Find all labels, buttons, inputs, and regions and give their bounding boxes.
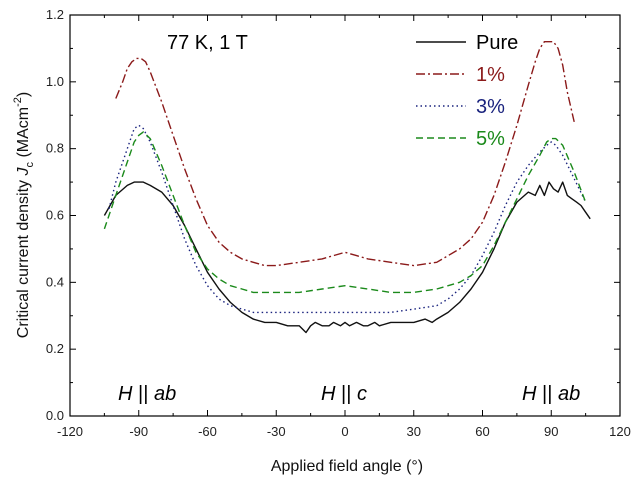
x-tick-label: 30 <box>407 424 421 439</box>
x-axis-title: Applied field angle (°) <box>271 458 423 475</box>
annotation-right-sep: || <box>536 383 558 405</box>
y-axis-title-subscript: c <box>24 162 36 168</box>
x-tick-label: -60 <box>198 424 217 439</box>
x-tick-label: 60 <box>475 424 489 439</box>
series-line-1pct <box>115 41 575 267</box>
y-axis-title-unit: (MAcm <box>15 107 32 162</box>
legend-label-3pct: 3% <box>476 96 505 118</box>
y-tick-label: 0.8 <box>46 141 64 156</box>
annotation-center-plane: c <box>357 383 367 405</box>
series-line-5pct <box>103 131 587 294</box>
series-line-3pct <box>108 124 587 314</box>
x-tick-label: 120 <box>609 424 631 439</box>
y-tick-label: 1.2 <box>46 7 64 22</box>
y-axis-title: Critical current density Jc (MAcm-2) <box>12 92 36 338</box>
y-axis-title-close: ) <box>15 92 32 97</box>
legend-label-1pct: 1% <box>476 64 505 86</box>
condition-annotation: 77 K, 1 T <box>167 32 248 54</box>
annotation-h-parallel-ab-right: H || ab <box>522 383 580 405</box>
axis-ticks <box>69 14 621 417</box>
series-line-pure <box>103 181 591 334</box>
x-tick-label: 90 <box>544 424 558 439</box>
annotation-h-parallel-c: H || c <box>321 383 367 405</box>
legend-label-5pct: 5% <box>476 128 505 150</box>
annotation-center-sep: || <box>335 383 357 405</box>
x-tick-label: -90 <box>129 424 148 439</box>
y-tick-label: 1.0 <box>46 74 64 89</box>
annotation-center-h: H <box>321 383 336 405</box>
x-tick-label: -120 <box>57 424 83 439</box>
y-tick-label: 0.4 <box>46 274 64 289</box>
annotation-h-parallel-ab-left: H || ab <box>118 383 176 405</box>
x-tick-label: 0 <box>341 424 348 439</box>
y-axis-title-exponent: -2 <box>12 97 24 107</box>
plot-area <box>103 41 591 334</box>
y-axis-title-main: Critical current density <box>15 176 32 339</box>
y-axis-title-symbol: J <box>15 167 32 177</box>
annotation-right-plane: ab <box>558 383 580 405</box>
tick-labels: -120 -90 -60 -30 0 30 60 90 120 0.0 0.2 0.4 0.6 0.8 1.… <box>46 7 631 439</box>
legend-label-pure: Pure <box>476 32 518 54</box>
y-tick-label: 0.6 <box>46 208 64 223</box>
annotation-left-plane: ab <box>154 383 176 405</box>
annotation-right-h: H <box>522 383 537 405</box>
y-tick-label: 0.0 <box>46 408 64 423</box>
legend: Pure 1% 3% 5% <box>416 32 518 150</box>
annotation-left-h: H <box>118 383 133 405</box>
x-tick-label: -30 <box>267 424 286 439</box>
y-tick-label: 0.2 <box>46 341 64 356</box>
annotation-left-sep: || <box>132 383 154 405</box>
plot-frame <box>69 14 621 417</box>
